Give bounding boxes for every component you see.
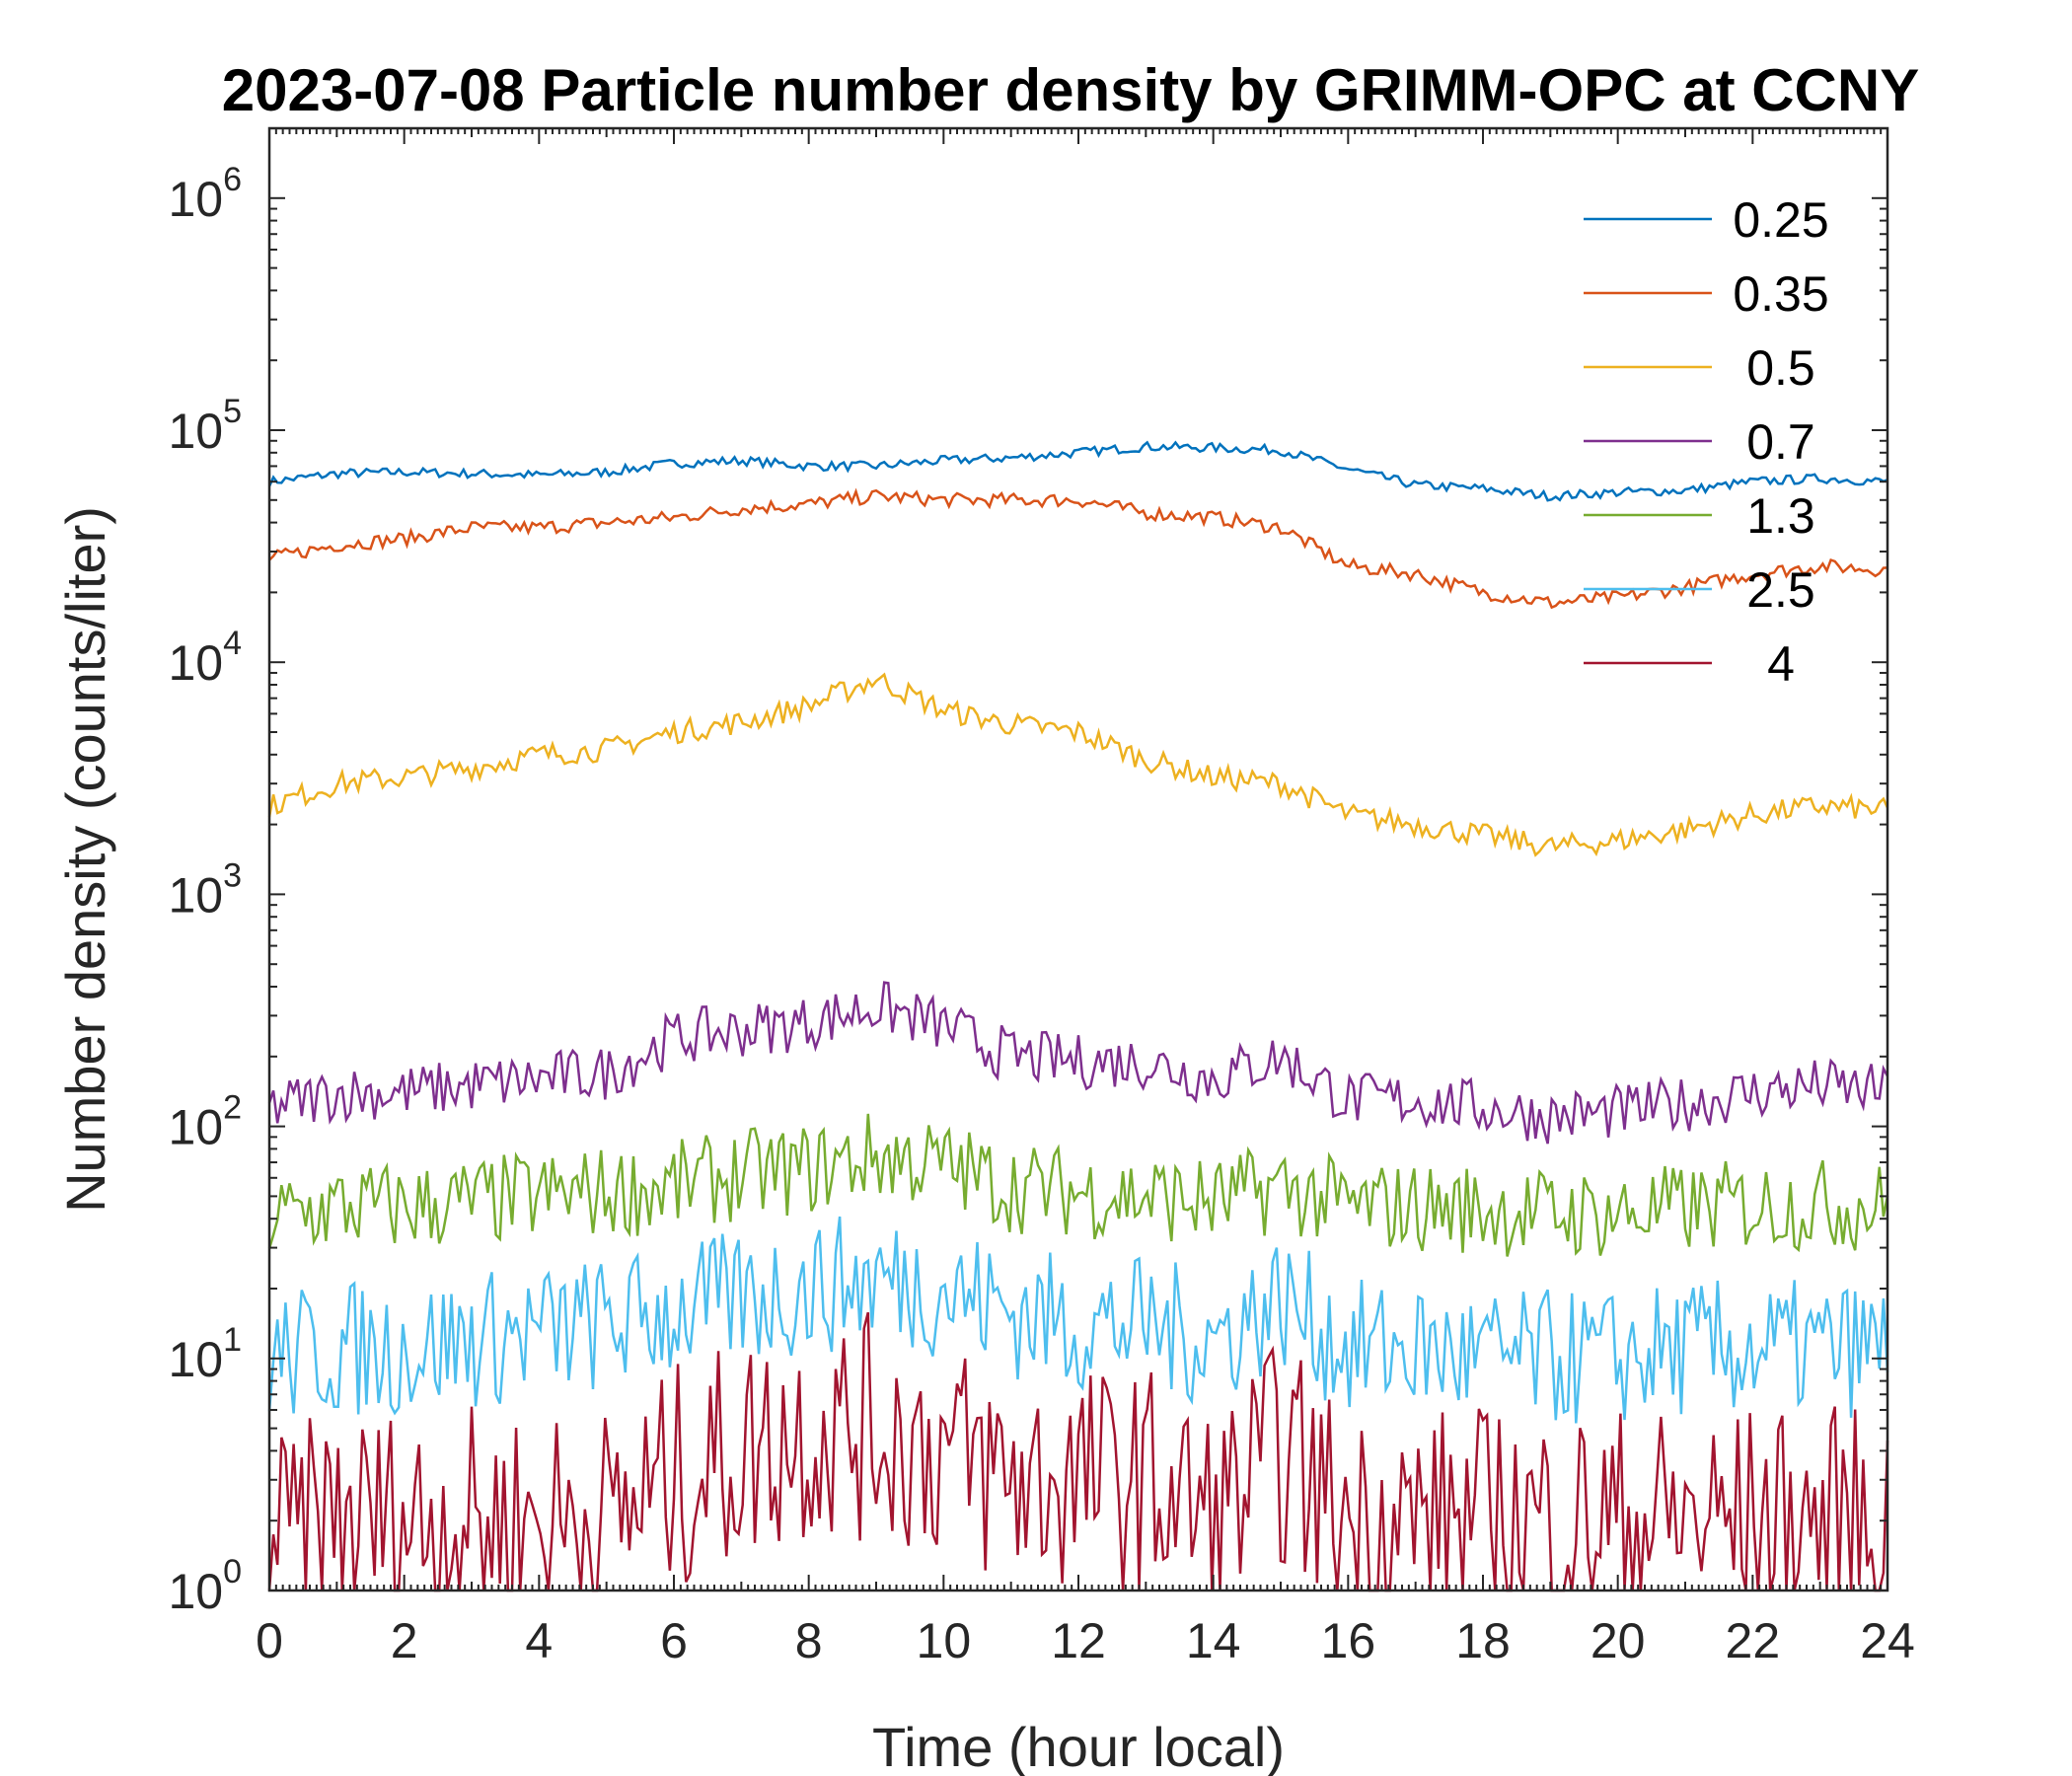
x-tick-label: 2 [391,1613,418,1668]
y-tick-label: 106 [168,161,242,227]
legend-label-0.5: 0.5 [1746,340,1815,396]
x-tick-label: 12 [1051,1613,1106,1668]
y-tick-label: 104 [168,625,242,691]
x-tick-label: 4 [525,1613,553,1668]
series-line-4 [267,1311,1889,1592]
x-tick-label: 0 [256,1613,283,1668]
legend-label-0.35: 0.35 [1733,266,1828,322]
legend-label-1.3: 1.3 [1746,488,1815,544]
y-tick-label: 105 [168,393,242,459]
y-tick-label: 100 [168,1553,242,1619]
legend: 0.25 0.35 0.5 0.7 1.3 2.5 4 [1584,192,1829,692]
x-tick-label: 24 [1860,1613,1915,1668]
x-tick-label: 16 [1321,1613,1376,1668]
series-line-0.5 [267,672,1889,857]
x-tick-label: 6 [660,1613,688,1668]
x-tick-label: 8 [795,1613,823,1668]
legend-label-0.7: 0.7 [1746,414,1815,470]
series-line-0.35 [268,487,1888,610]
y-tick-label: 102 [168,1089,242,1155]
series-line-2.5 [267,1216,1889,1424]
legend-label-4: 4 [1767,636,1795,692]
x-tick-label: 18 [1455,1613,1511,1668]
y-axis-label: Number density (counts/liter) [54,506,116,1213]
legend-label-2.5: 2.5 [1746,562,1815,618]
series-line-0.25 [267,440,1888,502]
chart-title: 2023-07-08 Particle number density by GR… [222,57,1920,123]
axis-ticks [268,127,1888,1591]
x-tick-label: 10 [917,1613,972,1668]
series-layer [267,440,1889,1592]
x-axis-label: Time (hour local) [872,1716,1285,1776]
y-tick-label: 103 [168,856,242,923]
x-tick-label: 20 [1591,1613,1646,1668]
y-tick-labels: 100 101 102 103 104 105 106 [168,161,242,1619]
x-tick-labels: 0 2 4 6 8 10 12 14 16 18 20 22 24 [256,1613,1915,1668]
series-line-1.3 [267,1113,1889,1257]
y-tick-label: 101 [168,1321,242,1387]
x-tick-label: 22 [1726,1613,1781,1668]
series-line-0.7 [267,981,1889,1145]
legend-label-0.25: 0.25 [1733,192,1828,248]
x-tick-label: 14 [1186,1613,1241,1668]
